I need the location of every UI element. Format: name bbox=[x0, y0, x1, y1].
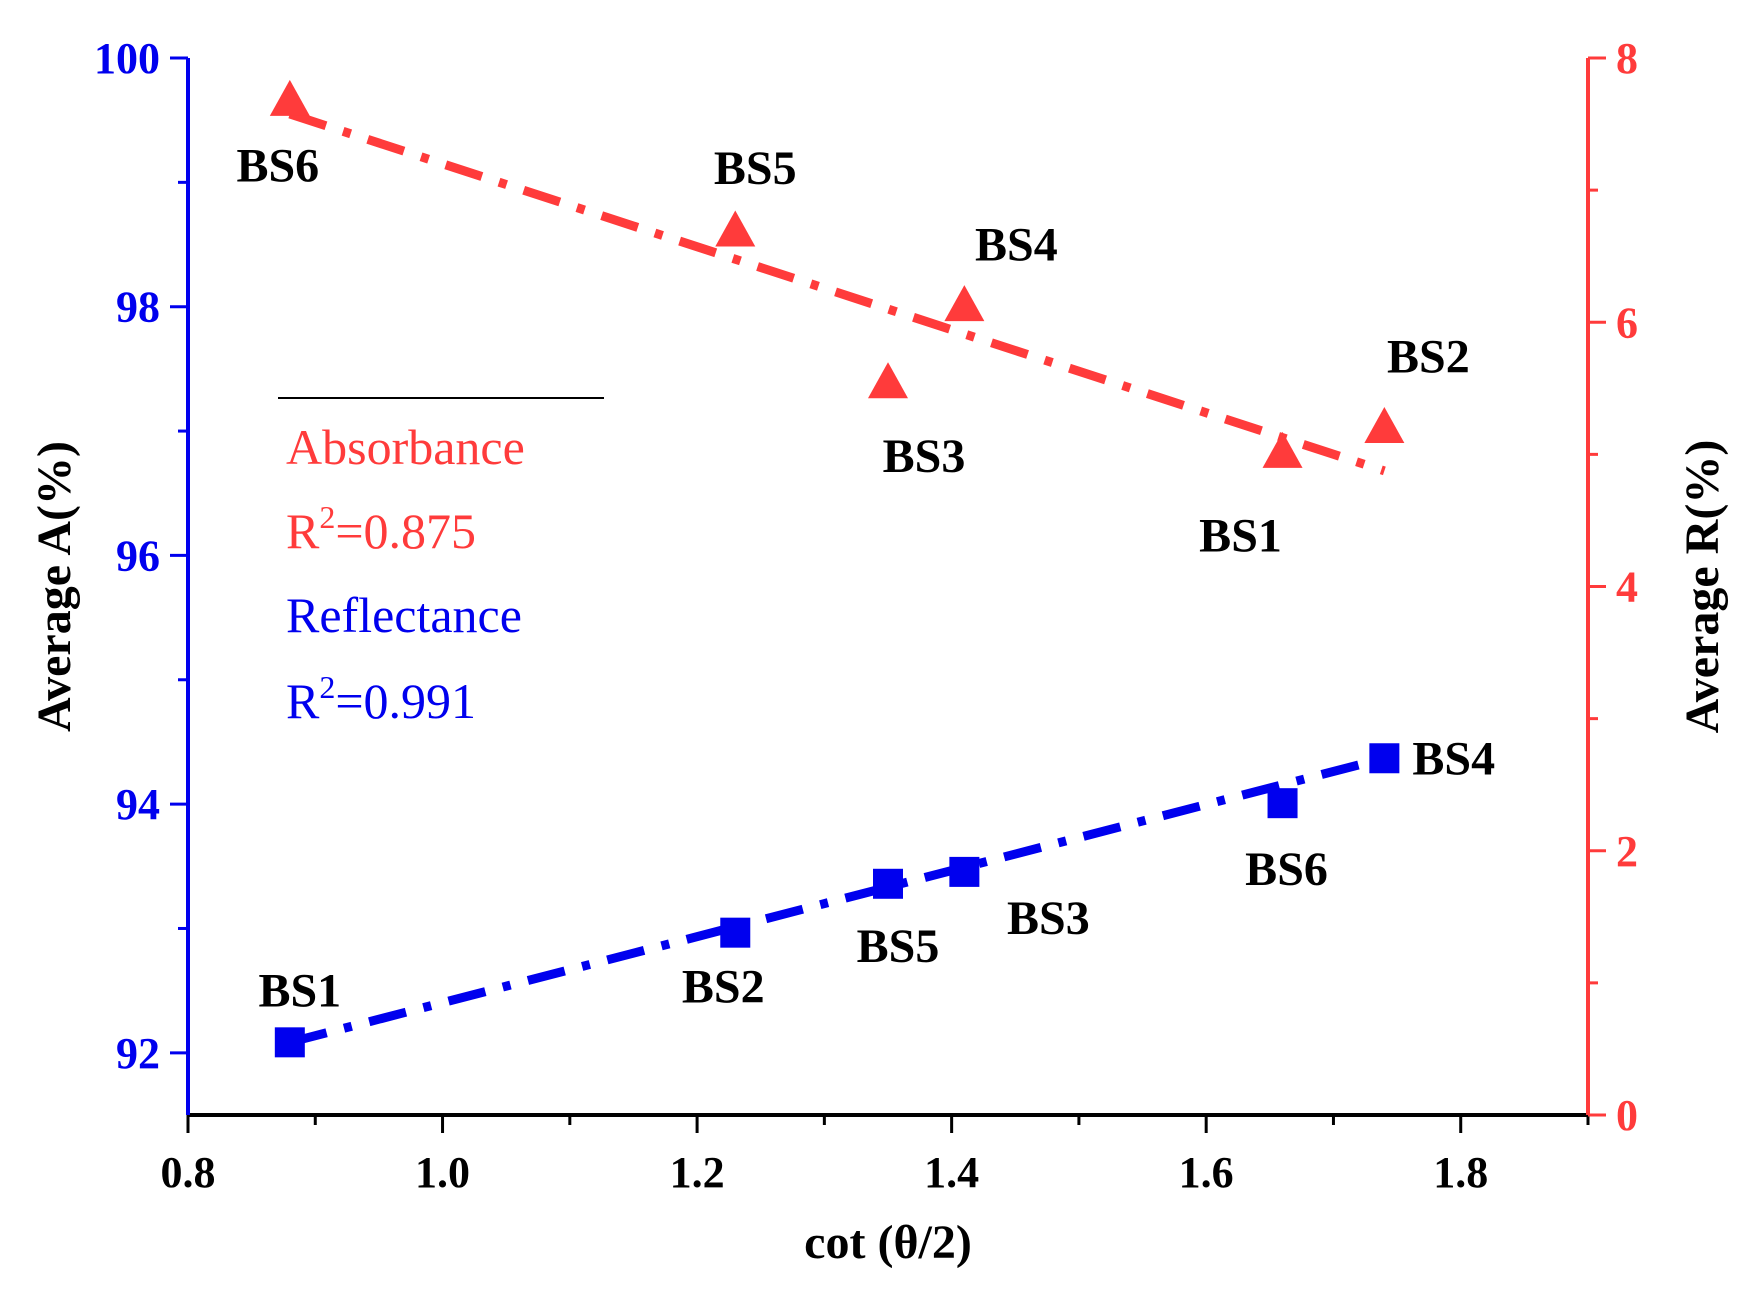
reflectance-marker-bs6 bbox=[1267, 788, 1298, 819]
reflectance-marker-bs4 bbox=[1369, 743, 1400, 774]
x-tick-label: 1.2 bbox=[670, 1148, 725, 1197]
point-labels-group: BS6 BS5 BS3 BS4 BS1 BS2 BS1 BS2 BS5 BS3 BS6 BS4 bbox=[236, 140, 1495, 1018]
reflectance-point-label-bs5: BS5 bbox=[857, 920, 940, 973]
reflectance-point-label-bs1: BS1 bbox=[258, 964, 341, 1017]
absorbance-fit-line bbox=[288, 109, 1386, 476]
absorbance-marker-bs3 bbox=[868, 362, 908, 399]
left-y-tick-label: 98 bbox=[116, 283, 160, 332]
right-y-tick-label: 2 bbox=[1616, 827, 1638, 876]
left-y-tick-label: 96 bbox=[116, 531, 160, 580]
left-y-axis-title: Average A(%) bbox=[28, 441, 81, 732]
reflectance-point-label-bs2: BS2 bbox=[682, 961, 765, 1014]
x-tick-label: 1.0 bbox=[415, 1148, 470, 1197]
fit-lines-group bbox=[288, 109, 1386, 1047]
left-y-tick-label: 92 bbox=[116, 1029, 160, 1078]
reflectance-marker-bs1 bbox=[274, 1027, 305, 1058]
markers-group bbox=[269, 79, 1405, 1058]
right-y-axis-title: Average R(%) bbox=[1676, 440, 1729, 734]
right-y-tick-label: 4 bbox=[1616, 563, 1638, 612]
reflectance-point-label-bs3: BS3 bbox=[1007, 892, 1090, 945]
legend-absorbance-r2: R2=0.875 bbox=[286, 499, 476, 559]
absorbance-point-label-bs6: BS6 bbox=[236, 140, 319, 193]
absorbance-point-label-bs1: BS1 bbox=[1199, 509, 1282, 562]
axes-group: 0.8 1.0 1.2 1.4 1.6 1.8 92 94 96 98 100 0 2 4 6 8 cot (θ… bbox=[28, 34, 1729, 1269]
reflectance-marker-bs3 bbox=[949, 856, 980, 887]
reflectance-marker-bs5 bbox=[873, 868, 903, 899]
absorbance-point-label-bs5: BS5 bbox=[714, 142, 797, 195]
reflectance-point-label-bs6: BS6 bbox=[1245, 843, 1328, 896]
right-y-tick-label: 0 bbox=[1616, 1091, 1638, 1140]
left-y-tick-label: 94 bbox=[116, 780, 160, 829]
x-tick-label: 1.4 bbox=[924, 1148, 979, 1197]
absorbance-marker-bs2 bbox=[1364, 406, 1405, 443]
absorbance-marker-bs6 bbox=[269, 79, 310, 116]
absorbance-marker-bs4 bbox=[944, 285, 985, 322]
reflectance-fit-line bbox=[288, 753, 1386, 1047]
absorbance-point-label-bs4: BS4 bbox=[975, 219, 1058, 272]
absorbance-marker-bs5 bbox=[715, 210, 756, 247]
absorbance-point-label-bs2: BS2 bbox=[1387, 331, 1470, 384]
x-tick-label: 1.6 bbox=[1179, 1148, 1234, 1197]
absorbance-marker-bs1 bbox=[1262, 431, 1303, 468]
right-y-tick-label: 8 bbox=[1616, 34, 1638, 83]
absorbance-point-label-bs3: BS3 bbox=[883, 430, 966, 483]
x-axis-title: cot (θ/2) bbox=[804, 1216, 972, 1269]
left-y-tick-label: 100 bbox=[94, 34, 160, 83]
legend-reflectance-r2: R2=0.991 bbox=[286, 669, 476, 729]
legend-reflectance-label: Reflectance bbox=[286, 587, 522, 643]
x-tick-label: 0.8 bbox=[161, 1148, 216, 1197]
right-y-tick-label: 6 bbox=[1616, 298, 1638, 347]
legend-absorbance-label: Absorbance bbox=[286, 419, 525, 475]
reflectance-marker-bs2 bbox=[720, 917, 751, 948]
legend: Absorbance R2=0.875 Reflectance R2=0.991 bbox=[278, 397, 604, 729]
x-tick-label: 1.8 bbox=[1433, 1148, 1488, 1197]
reflectance-point-label-bs4: BS4 bbox=[1412, 732, 1495, 785]
